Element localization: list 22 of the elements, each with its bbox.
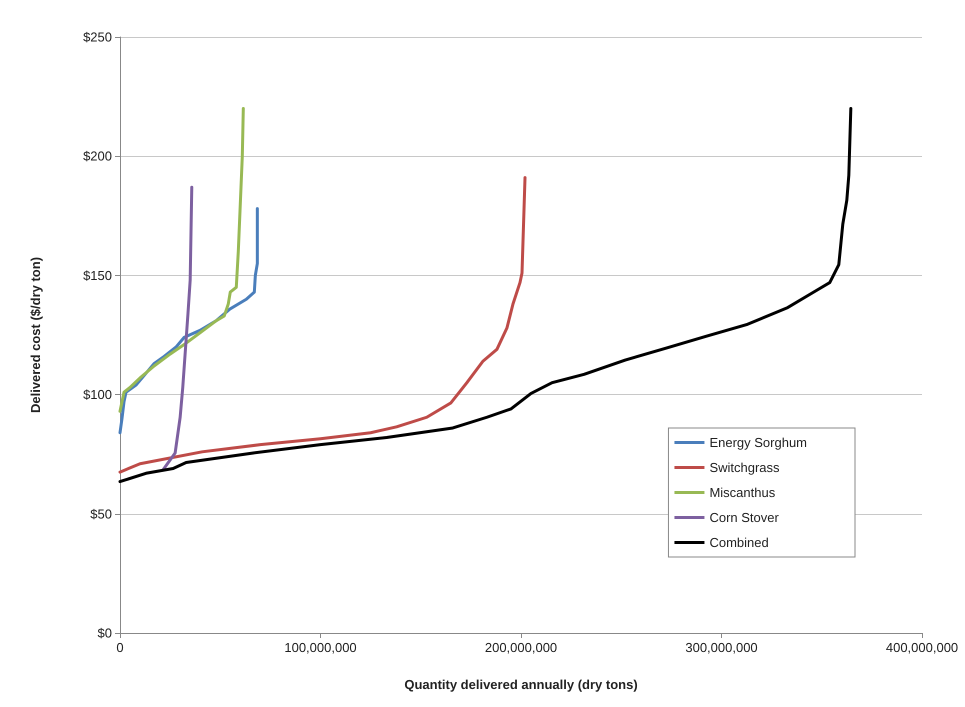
x-tick-label: 400,000,000 [886, 640, 958, 655]
line-series [162, 186, 194, 472]
y-tick-label: $0 [98, 626, 112, 640]
legend-label: Switchgrass [709, 460, 780, 475]
y-tick-label: $250 [83, 30, 112, 44]
y-tick-label: $150 [83, 268, 112, 283]
y-tick-label: $50 [90, 506, 112, 522]
line-series [118, 176, 527, 474]
line-series [118, 107, 852, 484]
x-tick-label: 100,000,000 [284, 640, 357, 655]
legend-label: Corn Stover [709, 510, 780, 525]
y-axis-title: Delivered cost ($/dry ton) [28, 256, 43, 414]
x-tick-label: 200,000,000 [484, 640, 558, 655]
legend-label: Miscanthus [709, 485, 776, 500]
line-series [118, 107, 245, 413]
x-tick-label: 0 [116, 640, 124, 655]
x-tick-label: 300,000,000 [685, 640, 758, 655]
legend-label: Energy Sorghum [709, 435, 808, 450]
y-tick-label: $200 [83, 148, 112, 164]
x-axis-title: Quantity delivered annually (dry tons) [404, 677, 638, 692]
y-tick-label: $100 [83, 387, 112, 402]
legend-label: Combined [709, 535, 769, 550]
